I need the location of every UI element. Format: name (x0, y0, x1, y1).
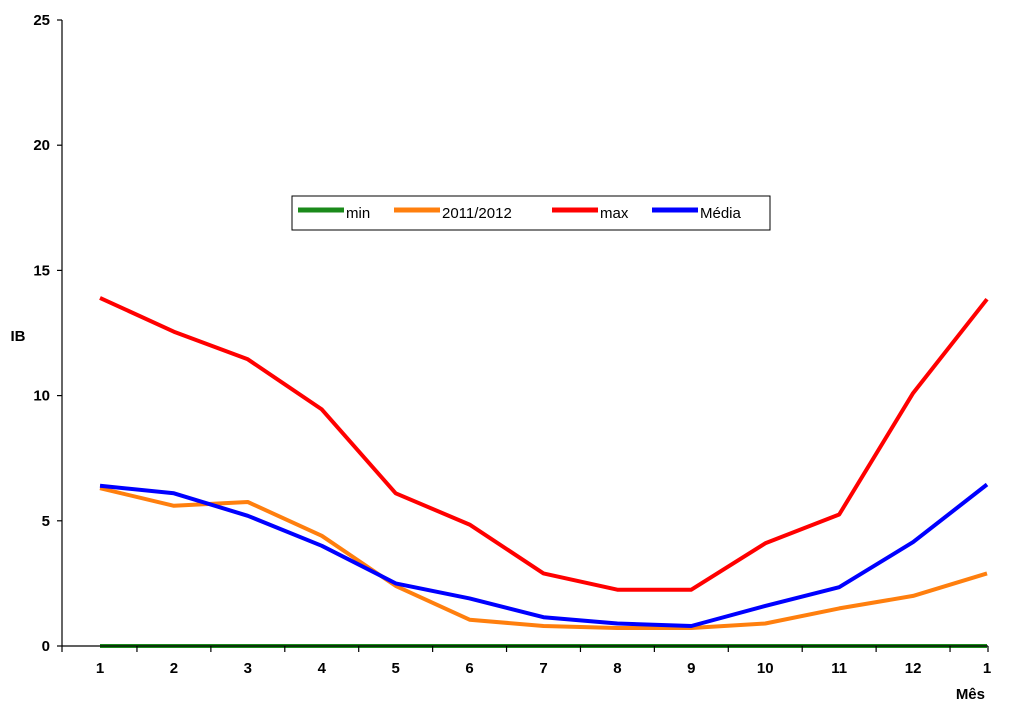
y-tick-label: 5 (42, 513, 50, 530)
x-tick-label: 11 (831, 660, 847, 677)
series-line-1 (99, 486, 988, 630)
y-tick-label: 0 (42, 638, 50, 655)
legend-label: min (346, 205, 370, 222)
x-tick-label: 8 (613, 660, 621, 677)
legend-label: Média (700, 205, 742, 222)
x-tick-label: 9 (687, 660, 695, 677)
legend-label: 2011/2012 (442, 205, 512, 222)
x-axis-title: Mês (956, 686, 985, 703)
y-tick-label: 25 (33, 12, 50, 29)
x-tick-label: 2 (170, 660, 178, 677)
x-tick-label: 7 (539, 660, 547, 677)
x-tick-label: 10 (757, 660, 774, 677)
y-ticks: 0 5 10 15 20 25 (33, 12, 62, 655)
series-line-3 (99, 482, 989, 628)
y-tick-label: 20 (33, 137, 50, 154)
legend: min 2011/2012 max Média (291, 195, 771, 231)
series-line-2 (99, 296, 989, 592)
x-tick-label: 6 (465, 660, 473, 677)
y-tick-label: 10 (33, 388, 50, 405)
y-tick-label: 15 (33, 262, 50, 279)
legend-box (291, 195, 771, 231)
y-axis-title: IB (11, 328, 26, 345)
legend-label: max (600, 205, 629, 222)
x-tick-label: 12 (905, 660, 922, 677)
x-tick-label: 4 (318, 660, 327, 677)
plot-lines (99, 296, 989, 648)
x-tick-label: 5 (391, 660, 399, 677)
x-tick-label: 1 (983, 660, 991, 677)
x-tick-label: 3 (244, 660, 252, 677)
x-ticks: 1 2 3 4 5 6 7 8 9 10 11 12 1 (61, 646, 991, 677)
x-tick-label: 1 (96, 660, 104, 677)
